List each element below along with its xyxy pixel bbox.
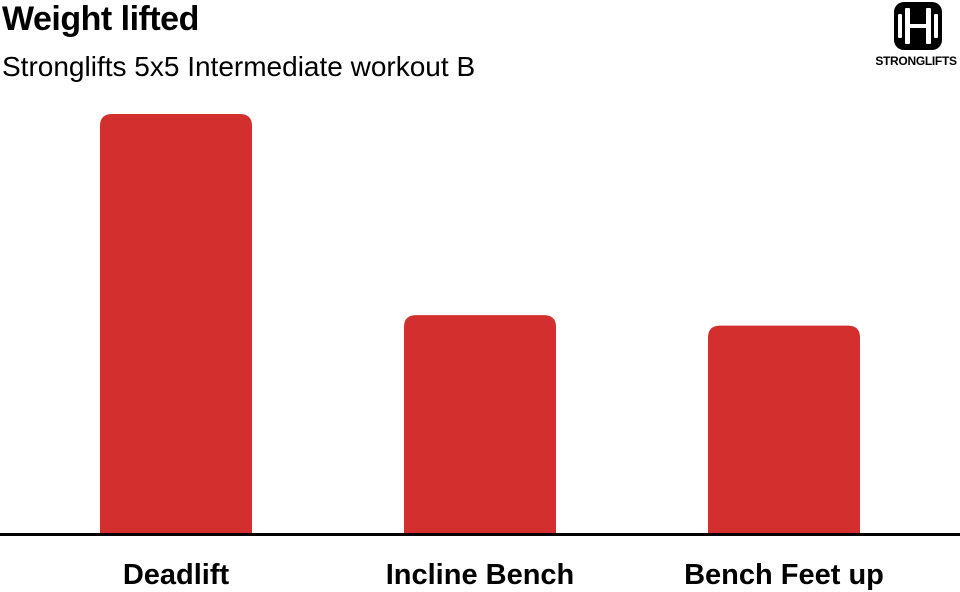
x-tick-label-incline-bench: Incline Bench <box>386 559 575 591</box>
x-tick-label-bench-feet-up: Bench Feet up <box>684 559 884 591</box>
chart-title: Weight lifted <box>2 0 199 38</box>
bars-layer <box>100 114 860 533</box>
x-tick-label-deadlift: Deadlift <box>123 559 230 591</box>
x-tick-labels: Deadlift Incline Bench Bench Feet up <box>123 559 884 591</box>
bar-deadlift <box>100 114 252 533</box>
bar-incline-bench <box>404 315 556 533</box>
bar-bench-feet-up <box>708 325 860 533</box>
stronglifts-logo: STRONGLIFTS <box>872 2 960 72</box>
logo-text: STRONGLIFTS <box>875 54 957 68</box>
chart-subtitle: Stronglifts 5x5 Intermediate workout B <box>2 51 476 82</box>
barbell-icon <box>894 2 942 50</box>
